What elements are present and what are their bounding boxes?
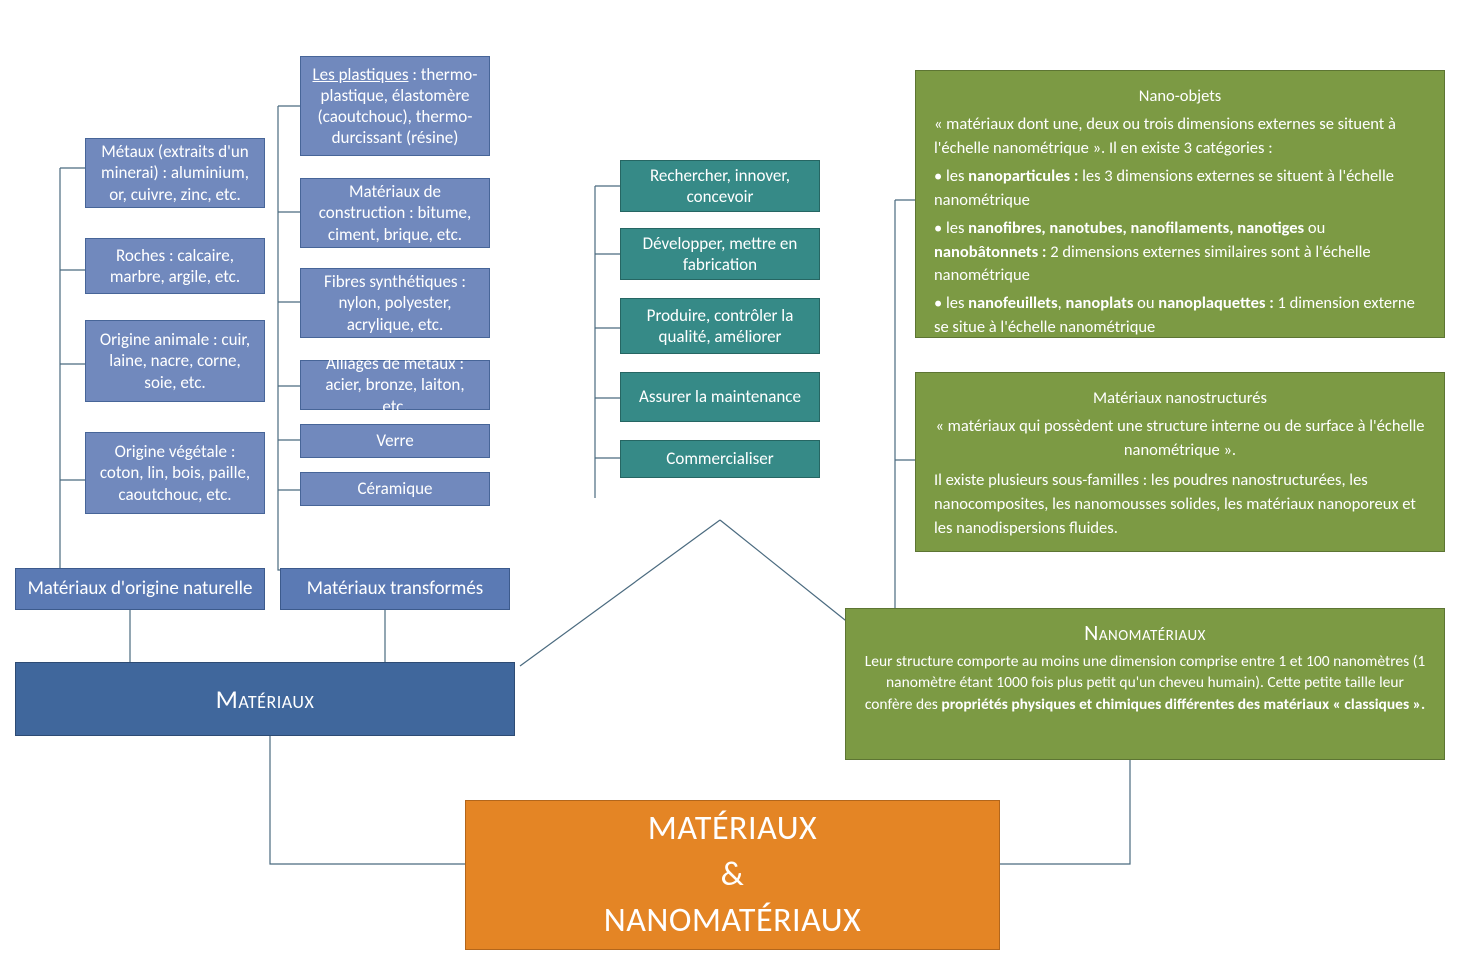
nano-objects-title: Nano-objets: [934, 85, 1426, 109]
lifecycle-2: Développer, mettre en fabrication: [620, 228, 820, 280]
natural-item-4: Origine végétale : coton, lin, bois, pai…: [85, 432, 265, 514]
lifecycle-1: Rechercher, innover, concevoir: [620, 160, 820, 212]
materiaux-main: Matériaux: [15, 662, 515, 736]
root-line2: &: [721, 852, 745, 898]
nano-struct-line2: Il existe plusieurs sous-familles : les …: [934, 469, 1426, 541]
lifecycle-3: Produire, contrôler la qualité, améliore…: [620, 298, 820, 354]
natural-item-2: Roches : calcaire, marbre, argile, etc.: [85, 238, 265, 294]
nano-struct-line1: « matériaux qui possèdent une structure …: [934, 415, 1426, 463]
transformed-item-2: Fibres synthétiques : nylon, polyester, …: [300, 268, 490, 338]
root-line1: MATÉRIAUX: [648, 806, 817, 852]
nano-main-body: Leur structure comporte au moins une dim…: [864, 651, 1426, 716]
nano-objects-bullet-1: • les nanoparticules : les 3 dimensions …: [934, 165, 1426, 213]
nano-objects-bullet-3: • les nanofeuillets, nanoplats ou nanopl…: [934, 292, 1426, 340]
nano-objects-intro: « matériaux dont une, deux ou trois dime…: [934, 114, 1396, 158]
nano-main-box: Nanomatériaux Leur structure comporte au…: [845, 608, 1445, 760]
transformed-item-3: Alliages de métaux : acier, bronze, lait…: [300, 360, 490, 410]
transformed-item-1: Matériaux de construction : bitume, cime…: [300, 178, 490, 248]
natural-item-1: Métaux (extraits d'un minerai) : alumini…: [85, 138, 265, 208]
natural-header: Matériaux d'origine naturelle: [15, 568, 265, 610]
nano-objects-box: Nano-objets « matériaux dont une, deux o…: [915, 70, 1445, 338]
nano-struct-title: Matériaux nanostructurés: [934, 387, 1426, 411]
nano-main-header: Nanomatériaux: [864, 619, 1426, 647]
lifecycle-5: Commercialiser: [620, 440, 820, 478]
nano-struct-box: Matériaux nanostructurés « matériaux qui…: [915, 372, 1445, 552]
transformed-item-5: Céramique: [300, 472, 490, 506]
natural-item-3: Origine animale : cuir, laine, nacre, co…: [85, 320, 265, 402]
root-box: MATÉRIAUX & NANOMATÉRIAUX: [465, 800, 1000, 950]
root-line3: NANOMATÉRIAUX: [604, 898, 861, 944]
transformed-header: Matériaux transformés: [280, 568, 510, 610]
transformed-plastics: Les plastiques : thermo-plastique, élast…: [300, 56, 490, 156]
lifecycle-4: Assurer la maintenance: [620, 372, 820, 422]
plastics-label: Les plastiques: [313, 64, 409, 85]
transformed-item-4: Verre: [300, 424, 490, 458]
nano-objects-bullet-2: • les nanofibres, nanotubes, nanofilamen…: [934, 217, 1426, 289]
